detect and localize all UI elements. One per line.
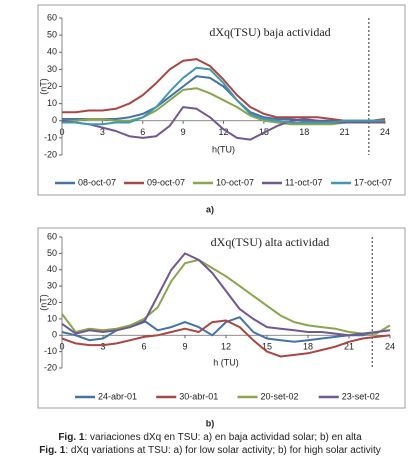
y-tick-label: -10	[44, 132, 57, 142]
chart-frame	[37, 4, 406, 196]
legend-label: 30-abr-01	[179, 391, 218, 401]
x-tick-label: 12	[221, 342, 231, 352]
y-tick-label: 50	[47, 30, 57, 40]
legend-label: 11-oct-07	[285, 177, 322, 187]
legend-label: 10-oct-07	[216, 177, 254, 187]
caption-text: : variaciones dXq en TSU: a) en baja act…	[84, 432, 362, 443]
panel-label: a)	[206, 204, 214, 214]
x-tick-label: 21	[340, 127, 350, 137]
x-tick-label: 9	[181, 127, 186, 137]
legend-label: 24-abr-01	[98, 391, 137, 401]
chart-frame	[37, 227, 406, 409]
caption-text: : dXq variations at TSU: a) for low sola…	[65, 445, 381, 456]
x-tick-label: 0	[59, 342, 64, 352]
x-tick-label: 6	[141, 342, 146, 352]
series-line	[61, 319, 391, 358]
y-tick-label: 10	[47, 313, 57, 323]
legend-label: 09-oct-07	[147, 177, 185, 187]
chart-title: dXq(TSU) baja actividad	[209, 25, 330, 39]
chart-title: dXq(TSU) alta actividad	[211, 235, 330, 249]
legend-label: 17-oct-07	[354, 177, 392, 187]
y-tick-label: 0	[52, 330, 57, 340]
y-tick-label: 10	[47, 98, 57, 108]
y-tick-label: 60	[47, 12, 57, 22]
x-tick-label: 15	[262, 342, 272, 352]
y-tick-label: 60	[47, 231, 57, 241]
x-tick-label: 0	[59, 127, 64, 137]
caption-label: Fig. 1	[58, 432, 85, 443]
legend-label: 23-set-02	[342, 391, 380, 401]
x-tick-label: 3	[100, 342, 105, 352]
x-tick-label: 18	[299, 127, 309, 137]
series-line	[62, 75, 385, 122]
y-tick-label: 20	[47, 297, 57, 307]
x-tick-label: 3	[100, 127, 105, 137]
caption-label: Fig. 1	[39, 445, 66, 456]
x-tick-label: 24	[380, 127, 390, 137]
y-axis-label: (nT)	[38, 78, 48, 95]
x-tick-label: 18	[303, 342, 313, 352]
y-tick-label: 40	[47, 264, 57, 274]
y-tick-label: 30	[47, 64, 57, 74]
series-line	[62, 66, 385, 126]
y-tick-label: -20	[44, 149, 57, 159]
series-line	[61, 252, 391, 337]
y-axis-label: (nT)	[38, 294, 48, 311]
y-tick-label: 50	[47, 248, 57, 258]
y-tick-label: 40	[47, 47, 57, 57]
caption-es: Fig. 1: variaciones dXq en TSU: a) en ba…	[58, 432, 362, 443]
caption-en: Fig. 1: dXq variations at TSU: a) for lo…	[39, 445, 381, 456]
x-axis-label: h (TU)	[213, 357, 239, 367]
panel-label: b)	[206, 418, 215, 428]
y-tick-label: 0	[52, 115, 57, 125]
series-line	[62, 87, 385, 126]
series-line	[62, 58, 386, 122]
x-tick-label: 6	[140, 127, 145, 137]
legend-label: 20-set-02	[261, 391, 299, 401]
y-tick-label: 20	[47, 81, 57, 91]
x-axis-label: h(TU)	[212, 144, 235, 154]
y-tick-label: -20	[44, 362, 57, 372]
x-tick-label: 24	[385, 342, 395, 352]
x-tick-label: 21	[344, 342, 354, 352]
series-line	[61, 258, 391, 335]
legend-label: 08-oct-07	[78, 177, 116, 187]
x-tick-label: 12	[218, 127, 228, 137]
y-tick-label: 30	[47, 281, 57, 291]
x-tick-label: 9	[182, 342, 187, 352]
y-tick-label: -10	[44, 346, 57, 356]
